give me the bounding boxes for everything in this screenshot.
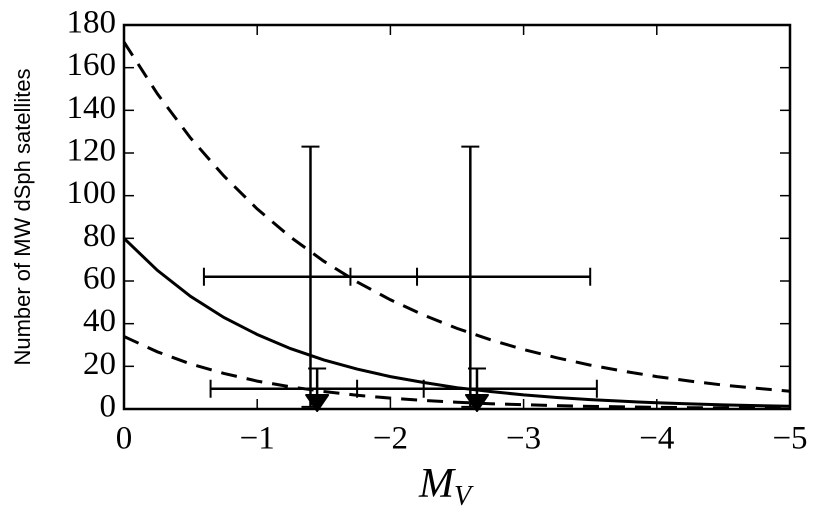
y-tick-label: 100 [67,175,117,211]
y-tick-label: 80 [83,218,116,254]
x-tick-label: −1 [240,421,275,457]
x-tick-label: −2 [373,421,408,457]
curve [122,41,791,393]
curve [123,335,791,410]
upper-limit-arrow [464,394,489,412]
x-axis-label-sub: V [454,481,474,512]
y-axis-label: Number of MW dSph satellites [10,68,35,365]
y-tick-label: 60 [83,261,116,297]
x-tick-label: 0 [116,421,133,457]
y-tick-label: 20 [83,346,116,382]
y-tick-label: 140 [67,90,117,126]
x-tick-label: −5 [772,421,807,457]
x-tick-label: −3 [506,421,541,457]
y-tick-label: 120 [67,133,117,169]
y-tick-label: 180 [67,5,117,41]
x-axis-label-main: M [418,461,456,507]
y-tick-label: 160 [67,47,117,83]
y-tick-label: 0 [100,389,117,425]
plot-frame [122,23,792,411]
x-tick-label: −4 [639,421,674,457]
x-axis-label: MV [418,461,474,512]
upper-limit-arrow [305,394,330,412]
y-tick-label: 40 [83,303,116,339]
